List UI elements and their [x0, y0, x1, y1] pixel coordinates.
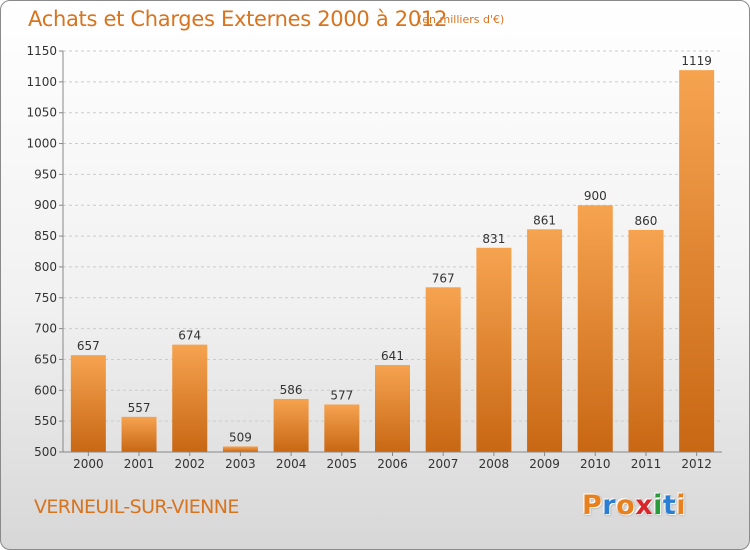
- bar: [70, 355, 106, 452]
- x-axis: 2000 2001 2002 2003 2004 2005 2006 2007 2008 2009…: [63, 451, 722, 471]
- data-label: 900: [584, 189, 607, 203]
- x-tick-label: 2003: [225, 457, 256, 471]
- y-tick-label: 600: [34, 383, 57, 397]
- data-label: 509: [229, 430, 252, 444]
- data-label: 860: [635, 214, 658, 228]
- y-tick-label: 700: [34, 322, 57, 336]
- bar: [628, 229, 664, 452]
- y-tick-label: 800: [34, 260, 57, 274]
- y-tick-label: 1100: [26, 75, 57, 89]
- y-tick-label: 1050: [26, 106, 57, 120]
- bar: [324, 404, 360, 452]
- x-tick-label: 2008: [479, 457, 510, 471]
- x-tick-label: 2001: [124, 457, 155, 471]
- data-label: 861: [533, 213, 556, 227]
- y-tick-label: 500: [34, 445, 57, 459]
- y-tick-label: 950: [34, 167, 57, 181]
- bar: [425, 287, 461, 452]
- chart-title: Achats et Charges Externes 2000 à 2012: [28, 7, 448, 31]
- data-label: 657: [77, 339, 100, 353]
- bar: [121, 416, 157, 452]
- y-tick-label: 850: [34, 229, 57, 243]
- x-tick-label: 2004: [276, 457, 307, 471]
- y-axis: 500 550 600 650 700 750 800 850 900 950 1000 1050 11…: [26, 44, 64, 459]
- data-label: 767: [432, 271, 455, 285]
- y-tick-label: 900: [34, 198, 57, 212]
- bar: [476, 247, 512, 452]
- data-label: 557: [128, 401, 151, 415]
- logo-letter: i: [676, 490, 687, 521]
- y-tick-label: 650: [34, 352, 57, 366]
- data-label: 1119: [681, 54, 712, 68]
- logo-letter: r: [602, 490, 617, 521]
- data-label: 674: [178, 329, 201, 343]
- city-name: VERNEUIL-SUR-VIENNE: [34, 496, 239, 518]
- y-tick-label: 750: [34, 291, 57, 305]
- y-tick-label: 1000: [26, 137, 57, 151]
- logo-letter: P: [582, 490, 603, 521]
- data-label: 577: [330, 388, 353, 402]
- y-tick-label: 1150: [26, 44, 57, 58]
- bar: [577, 205, 613, 452]
- data-label: 641: [381, 349, 404, 363]
- logo-letter: t: [662, 490, 677, 521]
- x-tick-label: 2009: [529, 457, 560, 471]
- bar: [375, 365, 410, 452]
- x-tick-label: 2006: [377, 457, 408, 471]
- logo-letter: x: [635, 490, 654, 521]
- x-tick-label: 2002: [174, 457, 205, 471]
- bar: [527, 229, 563, 452]
- bar: [679, 70, 715, 452]
- bar: [222, 446, 258, 452]
- proxiti-logo[interactable]: Proxiti: [582, 490, 686, 521]
- x-tick-label: 2005: [327, 457, 358, 471]
- data-label: 586: [280, 383, 303, 397]
- x-tick-label: 2011: [631, 457, 662, 471]
- logo-letter: o: [616, 490, 636, 521]
- chart-subtitle: (en milliers d'€): [418, 13, 505, 26]
- bar: [273, 398, 309, 452]
- bar: [172, 344, 208, 452]
- x-tick-label: 2012: [681, 457, 712, 471]
- x-tick-label: 2000: [73, 457, 104, 471]
- bars: 657 557 674 509 586 577 641 767 831 861 900 860 1119: [70, 54, 715, 452]
- data-label: 831: [482, 232, 505, 246]
- x-tick-label: 2007: [428, 457, 459, 471]
- logo-letter: i: [653, 490, 663, 521]
- x-tick-label: 2010: [580, 457, 611, 471]
- y-tick-label: 550: [34, 414, 57, 428]
